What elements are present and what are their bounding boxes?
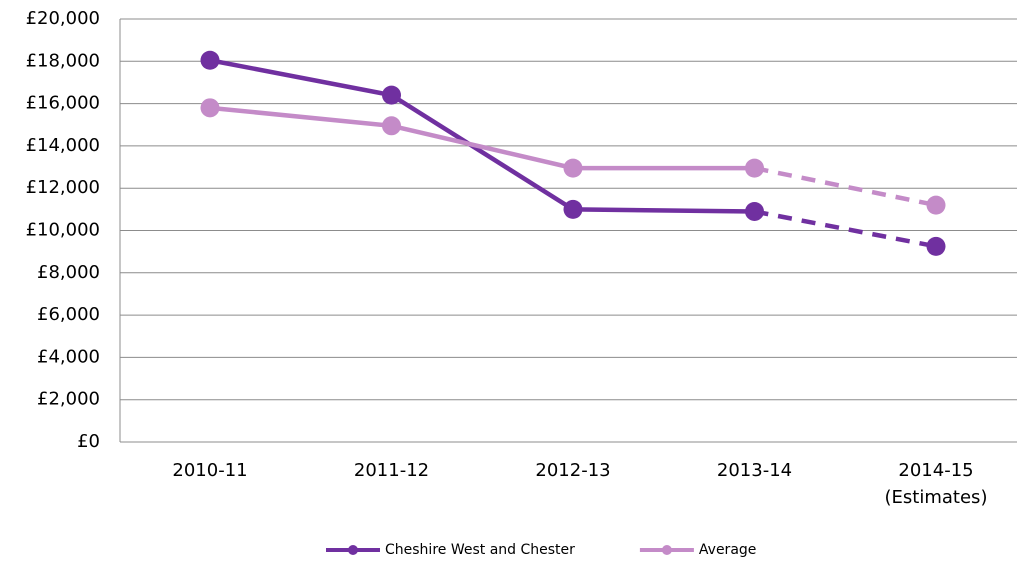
data-point xyxy=(200,50,220,70)
x-tick-label: 2010-11 xyxy=(172,460,247,481)
legend-marker xyxy=(661,545,672,555)
y-tick-label: £14,000 xyxy=(26,135,100,156)
data-point xyxy=(563,158,583,178)
y-tick-label: £10,000 xyxy=(26,220,100,241)
x-tick-label: 2014-15 (Estimates) xyxy=(885,460,988,508)
data-point xyxy=(382,116,401,136)
y-tick-label: £16,000 xyxy=(26,93,100,114)
data-point xyxy=(745,201,764,221)
y-tick-label: £8,000 xyxy=(37,262,100,283)
data-point xyxy=(563,199,583,219)
legend: Cheshire West and Chester Average xyxy=(326,542,756,558)
x-tick-label: 2011-12 xyxy=(354,460,429,481)
y-tick-label: £2,000 xyxy=(37,389,100,410)
data-point xyxy=(926,236,946,256)
legend-label: Cheshire West and Chester xyxy=(385,542,575,558)
legend-marker xyxy=(348,545,358,555)
series-line-estimate xyxy=(754,165,937,208)
y-tick-label: £6,000 xyxy=(37,304,100,325)
y-tick-label: £0 xyxy=(77,431,100,452)
data-point xyxy=(926,195,946,215)
y-tick-label: £20,000 xyxy=(26,8,100,29)
data-point xyxy=(200,98,220,118)
y-tick-label: £18,000 xyxy=(26,50,100,71)
x-tick-label: 2013-14 xyxy=(717,460,792,481)
data-point xyxy=(745,158,764,178)
legend-label: Average xyxy=(699,542,757,558)
series-line-estimate xyxy=(754,209,937,249)
series-line xyxy=(209,105,755,171)
y-tick-label: £12,000 xyxy=(26,177,100,198)
x-tick-label: 2012-13 xyxy=(535,460,610,481)
series-line xyxy=(209,58,755,214)
data-point xyxy=(382,85,401,105)
y-tick-label: £4,000 xyxy=(37,346,100,367)
